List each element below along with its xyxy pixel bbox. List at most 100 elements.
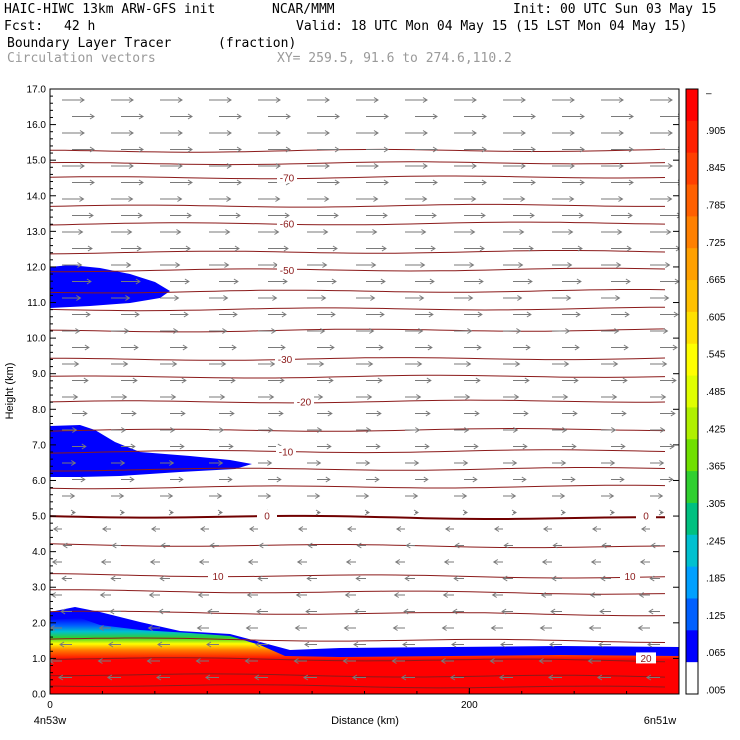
contour-line — [50, 657, 666, 663]
y-tick-label: 3.0 — [32, 583, 46, 594]
contour-label-bg — [276, 446, 296, 457]
vector-arrowhead — [61, 575, 67, 582]
vector-arrowhead — [119, 509, 125, 516]
vector-arrowhead — [307, 542, 313, 549]
vector-arrowhead — [293, 658, 299, 664]
colorbar-swatch — [686, 248, 698, 281]
vector-arrowhead — [285, 146, 291, 153]
vector-arrowhead — [124, 328, 130, 334]
vector-arrowhead — [275, 97, 281, 103]
vector-arrowhead — [675, 245, 679, 252]
x-axis-label: Distance (km) — [331, 715, 399, 727]
vector-arrowhead — [296, 559, 303, 565]
vector-arrowhead — [442, 592, 448, 598]
vector-arrowhead — [429, 278, 435, 285]
vector-arrowhead — [137, 212, 143, 219]
vector-arrowhead — [512, 460, 518, 466]
contour-line — [50, 161, 666, 166]
vector-arrowhead — [332, 245, 338, 252]
vector-arrowhead — [477, 311, 483, 318]
vector-arrowhead — [623, 344, 629, 351]
vector-arrowhead — [468, 295, 474, 301]
plot-background — [50, 89, 679, 694]
vector-arrowhead — [198, 559, 205, 565]
vector-arrowhead — [423, 476, 429, 483]
vector-arrowhead — [223, 295, 229, 301]
vector-arrowhead — [158, 608, 164, 615]
vector-arrowhead — [371, 262, 377, 268]
vector-arrowhead — [392, 625, 398, 631]
vector-arrowhead — [266, 493, 272, 499]
vector-arrowhead — [356, 542, 362, 549]
contour-label: 0 — [264, 512, 270, 523]
vector-arrowhead — [493, 526, 500, 532]
vector-arrowhead — [530, 146, 536, 153]
vector-arrowhead — [274, 229, 280, 235]
vector-arrowhead — [244, 658, 250, 664]
vector-arrowhead — [272, 295, 278, 301]
vector-arrowhead — [328, 377, 334, 384]
valid-time: Valid: 18 UTC Mon 04 May 15 (15 LST Mon … — [296, 19, 688, 34]
vector-arrowhead — [334, 179, 340, 186]
colorbar-label: .785 — [706, 200, 726, 211]
vector-arrowhead — [326, 443, 332, 450]
colorbar-label: .725 — [706, 238, 726, 249]
vector-arrowhead — [566, 295, 572, 301]
vector-arrowhead — [364, 509, 370, 516]
vector-arrowhead — [159, 575, 165, 582]
vector-arrowhead — [75, 328, 81, 334]
contour-label: -60 — [280, 220, 295, 231]
vector-arrowhead — [624, 311, 630, 318]
vector-arrowhead — [147, 625, 153, 631]
vector-arrowhead — [443, 559, 450, 565]
vector-arrowhead — [513, 427, 519, 433]
vector-arrowhead — [589, 592, 595, 598]
vector-arrowhead — [462, 509, 468, 516]
vector-arrowhead — [658, 509, 664, 516]
vector-arrowhead — [550, 608, 556, 615]
vector-arrowhead — [182, 344, 188, 351]
vector-arrowhead — [224, 262, 230, 268]
vector-arrowhead — [133, 344, 139, 351]
vector-arrowhead — [414, 460, 420, 466]
vector-arrowhead — [441, 625, 447, 631]
contour-line — [50, 610, 666, 617]
vector-arrowhead — [611, 427, 617, 433]
vector-arrowhead — [175, 262, 181, 268]
vector-arrowhead — [269, 394, 275, 400]
vector-arrowhead — [52, 526, 59, 532]
vector-arrowhead — [569, 97, 575, 103]
vector-arrowhead — [514, 394, 520, 400]
vector-arrowhead — [123, 361, 129, 367]
vector-arrowhead — [120, 460, 126, 466]
vector-arrowhead — [76, 295, 82, 301]
colorbar-label: .365 — [706, 462, 726, 473]
y-tick-label: 17.0 — [27, 85, 47, 96]
vector-arrowhead — [70, 493, 76, 499]
contour-line — [50, 175, 666, 180]
vector-arrowhead — [481, 179, 487, 186]
vector-arrowhead — [426, 377, 432, 384]
vector-arrowhead — [87, 245, 93, 252]
contour-line — [50, 514, 665, 520]
y-tick-label: 16.0 — [27, 120, 47, 131]
contour-line — [50, 449, 666, 454]
vector-arrowhead — [138, 146, 144, 153]
contour-line — [50, 543, 666, 549]
y-tick-label: 10.0 — [27, 334, 47, 345]
vector-arrowhead — [598, 641, 604, 648]
vector-arrowhead — [372, 229, 378, 235]
vector-arrowhead — [381, 245, 387, 252]
vector-arrowhead — [432, 179, 438, 186]
vector-arrowhead — [138, 113, 144, 120]
vector-arrowhead — [648, 608, 654, 615]
vector-arrowhead — [173, 328, 179, 334]
vector-arrowhead — [579, 113, 585, 120]
vector-arrowhead — [128, 97, 134, 103]
vector-arrowhead — [318, 394, 324, 400]
vector-arrowhead — [665, 262, 671, 268]
vector-arrowhead — [184, 278, 190, 285]
vector-arrowhead — [671, 377, 677, 384]
colorbar-label: .305 — [706, 499, 726, 510]
vector-arrowhead — [541, 559, 548, 565]
